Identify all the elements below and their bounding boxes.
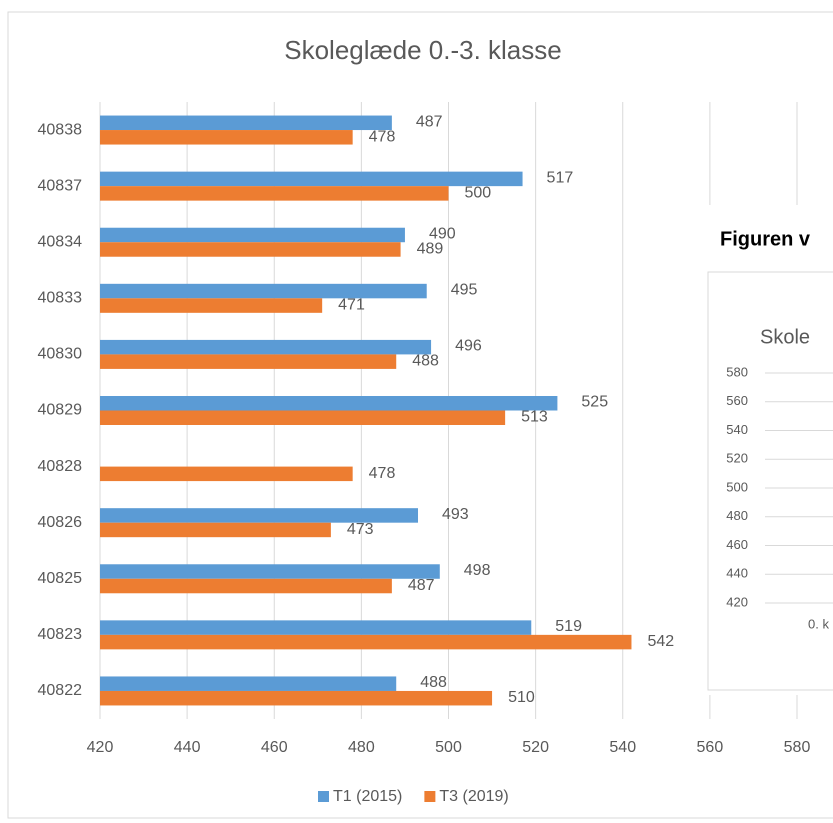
bar (100, 242, 401, 257)
y-tick-label: 40837 (38, 177, 83, 194)
data-label: 496 (455, 338, 482, 355)
bar (100, 171, 523, 187)
y-tick-label: 40825 (38, 570, 83, 587)
data-label: 487 (408, 577, 435, 594)
overlay-text: Figuren v (720, 228, 811, 250)
data-label: 498 (464, 562, 491, 579)
inset-title: Skole (760, 326, 810, 348)
y-tick-label: 560 (726, 393, 748, 408)
y-tick-label: 480 (726, 508, 748, 523)
legend-swatch (424, 791, 436, 802)
data-label: 542 (647, 633, 674, 650)
bar (100, 186, 449, 201)
x-tick-label: 500 (435, 739, 462, 756)
bar (100, 396, 558, 411)
data-label: 510 (508, 689, 535, 706)
data-label: 493 (442, 506, 469, 523)
y-tick-label: 540 (726, 422, 748, 437)
data-label: 519 (555, 618, 582, 635)
bar (100, 115, 392, 131)
bar (100, 466, 353, 482)
bar (100, 227, 405, 243)
y-tick-label: 580 (726, 364, 748, 379)
y-tick-label: 40830 (38, 346, 83, 363)
y-tick-label: 460 (726, 537, 748, 552)
data-label: 500 (465, 184, 492, 201)
y-tick-label: 40834 (38, 233, 83, 250)
data-label: 489 (417, 240, 444, 257)
x-tick-label: 0. k (808, 616, 829, 631)
y-tick-label: 40833 (38, 290, 83, 307)
bar (100, 676, 397, 691)
y-tick-label: 520 (726, 451, 748, 466)
chart-title: Skoleglæde 0.-3. klasse (284, 35, 561, 65)
y-tick-label: 40838 (38, 121, 83, 138)
bar (100, 283, 427, 299)
inset-frame (707, 271, 833, 691)
data-label: 471 (338, 297, 365, 314)
x-tick-label: 520 (522, 739, 549, 756)
data-label: 517 (547, 169, 574, 186)
data-label: 490 (429, 225, 456, 242)
y-tick-label: 440 (726, 566, 748, 581)
legend-label: T3 (2019) (439, 788, 508, 805)
data-label: 478 (369, 128, 396, 145)
data-label: 488 (420, 674, 447, 691)
data-label: 495 (451, 282, 478, 299)
y-tick-label: 500 (726, 479, 748, 494)
bar (100, 354, 397, 369)
y-tick-label: 420 (726, 594, 748, 609)
data-label: 488 (412, 353, 439, 370)
data-label: 525 (581, 394, 608, 411)
x-tick-label: 460 (261, 739, 288, 756)
x-tick-label: 560 (697, 739, 724, 756)
data-label: 473 (347, 521, 374, 538)
bar (100, 634, 632, 650)
y-tick-label: 40826 (38, 514, 83, 531)
data-label: 478 (369, 465, 396, 482)
bar (100, 620, 532, 635)
legend-swatch (318, 791, 329, 802)
bar (100, 508, 419, 523)
y-tick-label: 40829 (38, 402, 83, 419)
x-tick-label: 420 (87, 739, 114, 756)
x-tick-label: 540 (609, 739, 636, 756)
x-tick-label: 580 (784, 739, 811, 756)
bar (100, 578, 392, 594)
data-label: 487 (416, 113, 443, 130)
legend-label: T1 (2015) (333, 788, 402, 805)
y-tick-label: 40822 (38, 682, 83, 699)
bar (100, 339, 432, 355)
bar (100, 522, 331, 538)
bar (100, 130, 353, 145)
x-tick-label: 480 (348, 739, 375, 756)
bar (100, 564, 440, 579)
bar (100, 298, 323, 313)
x-tick-label: 440 (174, 739, 201, 756)
data-label: 513 (521, 409, 548, 426)
bar (100, 690, 493, 706)
bar (100, 410, 506, 425)
y-tick-label: 40823 (38, 626, 83, 643)
y-tick-label: 40828 (38, 458, 83, 475)
